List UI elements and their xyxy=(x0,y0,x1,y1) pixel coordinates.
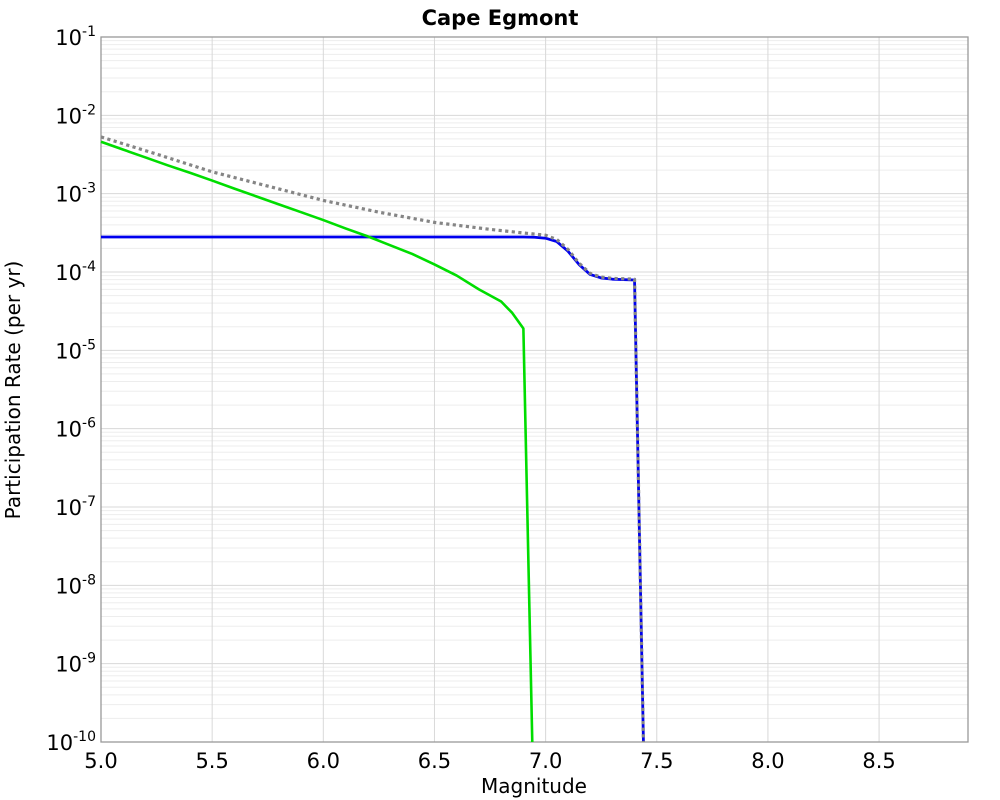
green-solid-line xyxy=(100,140,534,743)
chart-title: Cape Egmont xyxy=(422,6,579,30)
y-axis-label: Participation Rate (per yr) xyxy=(1,261,25,520)
plot-border xyxy=(100,36,969,743)
y-tick-label: 10-4 xyxy=(55,259,96,285)
x-tick-label: 7.0 xyxy=(529,749,562,773)
x-tick-label: 6.0 xyxy=(307,749,340,773)
x-tick-label: 5.5 xyxy=(195,749,228,773)
y-tick-label: 10-9 xyxy=(55,651,96,677)
minor-gridlines xyxy=(101,40,968,719)
x-tick-label: 8.5 xyxy=(862,749,895,773)
gray-dotted-line xyxy=(100,135,646,743)
data-series xyxy=(100,135,646,743)
y-tick-label: 10-5 xyxy=(55,337,96,363)
y-tick-label: 10-1 xyxy=(55,24,96,50)
x-tick-label: 5.0 xyxy=(84,749,117,773)
y-tick-label: 10-3 xyxy=(55,181,96,207)
y-tick-label: 10-8 xyxy=(55,572,96,598)
major-gridlines xyxy=(101,37,968,742)
y-tick-label: 10-6 xyxy=(55,416,96,442)
x-tick-label: 7.5 xyxy=(640,749,673,773)
x-tick-labels: 5.0 5.5 6.0 6.5 7.0 7.5 8.0 8.5 xyxy=(84,749,895,773)
y-tick-labels: 10-1 10-2 10-3 10-4 10-5 10-6 10-7 10-8 10-9 10-1… xyxy=(46,24,96,755)
x-tick-label: 6.5 xyxy=(418,749,451,773)
y-tick-label: 10-2 xyxy=(55,102,96,128)
x-axis-label: Magnitude xyxy=(481,774,587,798)
x-tick-label: 8.0 xyxy=(751,749,784,773)
y-tick-label: 10-7 xyxy=(55,494,96,520)
y-tick-label: 10-10 xyxy=(46,729,96,755)
